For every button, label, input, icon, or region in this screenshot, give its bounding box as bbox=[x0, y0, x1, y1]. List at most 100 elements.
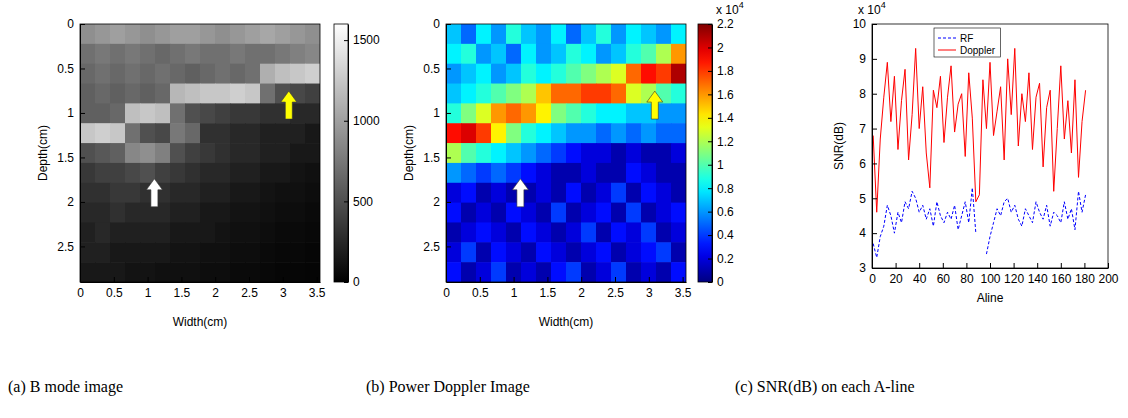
heatmap-cell bbox=[245, 203, 261, 223]
heatmap-cell bbox=[656, 143, 672, 163]
heatmap-cell bbox=[641, 24, 657, 44]
heatmap-cell bbox=[275, 143, 291, 163]
heatmap-cell bbox=[566, 103, 582, 123]
tick-label: 3.5 bbox=[675, 286, 692, 300]
heatmap-cell bbox=[446, 123, 462, 143]
heatmap-cell bbox=[140, 222, 156, 242]
heatmap-cell bbox=[521, 44, 537, 64]
heatmap-cell bbox=[551, 262, 567, 282]
tick-mark bbox=[1084, 263, 1085, 268]
heatmap-cell bbox=[140, 242, 156, 262]
tick: 0.6 bbox=[708, 205, 734, 219]
annotation-arrow bbox=[512, 179, 528, 207]
tick-label: 8 bbox=[859, 87, 866, 101]
heatmap-cell bbox=[551, 242, 567, 262]
tick-mark bbox=[514, 277, 515, 282]
heatmap-cell bbox=[305, 242, 320, 262]
heatmap-cell bbox=[581, 222, 597, 242]
tick-label: 1.2 bbox=[717, 135, 734, 149]
heatmap-cell bbox=[521, 262, 537, 282]
tick-mark bbox=[708, 47, 712, 48]
tick-mark bbox=[344, 282, 348, 283]
heatmap-cell bbox=[506, 262, 522, 282]
heatmap-cell bbox=[671, 183, 686, 203]
heatmap-cell bbox=[80, 222, 96, 242]
heatmap-cell bbox=[185, 242, 201, 262]
heatmap-cell bbox=[290, 242, 306, 262]
heatmap-cell bbox=[245, 143, 261, 163]
heatmap-cell bbox=[155, 163, 171, 183]
plot-frame bbox=[446, 24, 686, 282]
multiplier-base: x 10 bbox=[716, 3, 739, 17]
heatmap-cell bbox=[671, 103, 686, 123]
tick-label: 0 bbox=[353, 275, 360, 289]
figure: 00.511.522.533.500.511.522.5Width(cm)Dep… bbox=[0, 0, 1128, 418]
heatmap-cell bbox=[671, 123, 686, 143]
heatmap-cell bbox=[581, 262, 597, 282]
colorbar: 00.20.40.60.811.21.41.61.822.2x 104 bbox=[698, 0, 744, 289]
heatmap-cell bbox=[551, 44, 567, 64]
heatmap-cell bbox=[230, 143, 246, 163]
heatmap-cell bbox=[521, 123, 537, 143]
heatmap-cell bbox=[80, 143, 96, 163]
heatmap-cell bbox=[215, 123, 231, 143]
annotation-arrow bbox=[647, 91, 663, 119]
plot-area bbox=[446, 24, 686, 282]
heatmap-cell bbox=[245, 103, 261, 123]
tick-mark bbox=[80, 24, 85, 25]
heatmap-cell bbox=[461, 103, 477, 123]
heatmap-cell bbox=[506, 123, 522, 143]
tick-label: 0.5 bbox=[57, 62, 74, 76]
heatmap-cell bbox=[536, 84, 552, 104]
heatmap-cell bbox=[656, 203, 672, 223]
heatmap-cell bbox=[551, 64, 567, 84]
plot-area bbox=[873, 48, 1085, 257]
heatmap-cell bbox=[155, 123, 171, 143]
heatmap-cell bbox=[566, 84, 582, 104]
colorbar-ramp bbox=[334, 24, 348, 282]
heatmap-cell bbox=[536, 24, 552, 44]
tick-label: 1.4 bbox=[717, 111, 734, 125]
heatmap-cell bbox=[290, 123, 306, 143]
tick-label: 2 bbox=[717, 41, 724, 55]
heatmap-cell bbox=[200, 203, 216, 223]
heatmap-cell bbox=[260, 123, 276, 143]
heatmap-cell bbox=[476, 44, 492, 64]
tick: 1000 bbox=[344, 114, 380, 128]
heatmap-cell bbox=[125, 203, 141, 223]
tick-label: 60 bbox=[937, 272, 951, 286]
tick: 60 bbox=[937, 263, 951, 286]
tick-label: 2.5 bbox=[607, 286, 624, 300]
tick: 100 bbox=[980, 263, 1000, 286]
tick-mark bbox=[581, 277, 582, 282]
tick-label: 0.5 bbox=[106, 286, 123, 300]
heatmap-cell bbox=[551, 123, 567, 143]
heatmap-cell bbox=[581, 183, 597, 203]
heatmap-cell bbox=[200, 123, 216, 143]
heatmap-cell bbox=[200, 183, 216, 203]
x-axis-title: Aline bbox=[977, 291, 1004, 305]
heatmap-cell bbox=[275, 64, 291, 84]
tick: 200 bbox=[1098, 263, 1118, 286]
heatmap-cell bbox=[215, 64, 231, 84]
tick-label: 40 bbox=[913, 272, 927, 286]
tick-label: 1000 bbox=[353, 114, 380, 128]
heatmap-cell bbox=[170, 44, 186, 64]
heatmap-cell bbox=[611, 123, 627, 143]
heatmap-cell bbox=[491, 64, 507, 84]
colorbar-axis: 050010001500 bbox=[344, 25, 380, 290]
series-line bbox=[873, 188, 1085, 258]
tick-label: 5 bbox=[859, 192, 866, 206]
heatmap-cell bbox=[611, 143, 627, 163]
heatmap-cell bbox=[446, 103, 462, 123]
heatmap-cell bbox=[551, 103, 567, 123]
tick-mark bbox=[708, 71, 712, 72]
heatmap-cell bbox=[170, 84, 186, 104]
heatmap-cell bbox=[626, 183, 642, 203]
heatmap-cell bbox=[305, 64, 320, 84]
heatmap-cell bbox=[461, 222, 477, 242]
heatmap-cell bbox=[656, 44, 672, 64]
tick-label: 3.5 bbox=[309, 286, 326, 300]
heatmap-cell bbox=[566, 183, 582, 203]
tick-label: 20 bbox=[889, 272, 903, 286]
